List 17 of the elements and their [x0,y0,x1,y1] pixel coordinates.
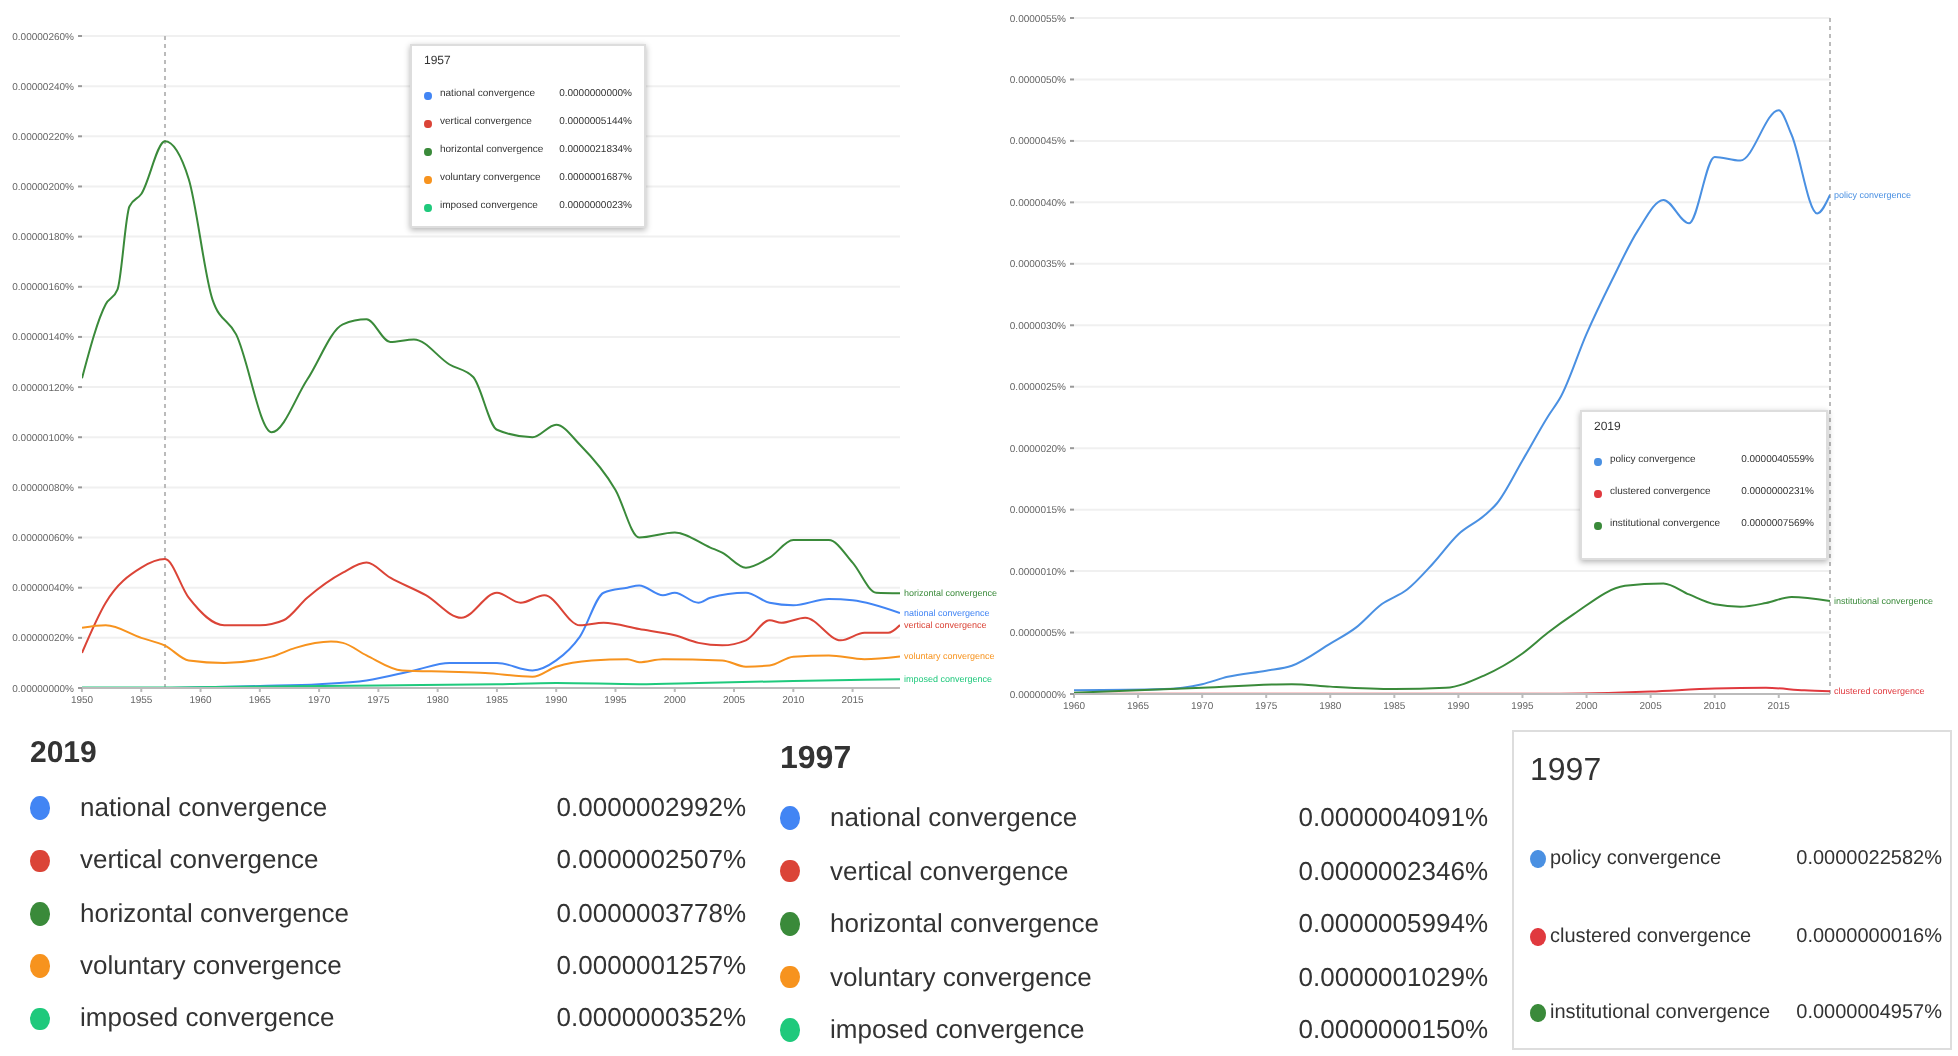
tooltip-panel: 1997 policy convergence 0.0000022582% clustered convergence 0.0000000016% institutional convergence 0.0000004957% [1512,730,1952,1050]
line-series [1074,582,1830,694]
text: horizontal convergence [80,897,349,928]
line-series [82,140,900,595]
legend-label: national convergence [80,792,328,823]
text: 0.0000000352% [556,1002,746,1033]
legend-label: imposed convergence [80,1002,335,1033]
line-series [1074,109,1830,692]
legend-label: vertical convergence [80,844,319,876]
text: 0.0000002992% [556,792,746,822]
text: 0.0000001257% [556,949,746,980]
line-series [82,624,900,678]
text: 2019 [30,736,97,770]
text: 0.0000002507% [556,844,746,875]
text: 0.0000003778% [556,897,746,928]
line-series [82,558,900,654]
legend-label: voluntary convergence [80,949,342,981]
